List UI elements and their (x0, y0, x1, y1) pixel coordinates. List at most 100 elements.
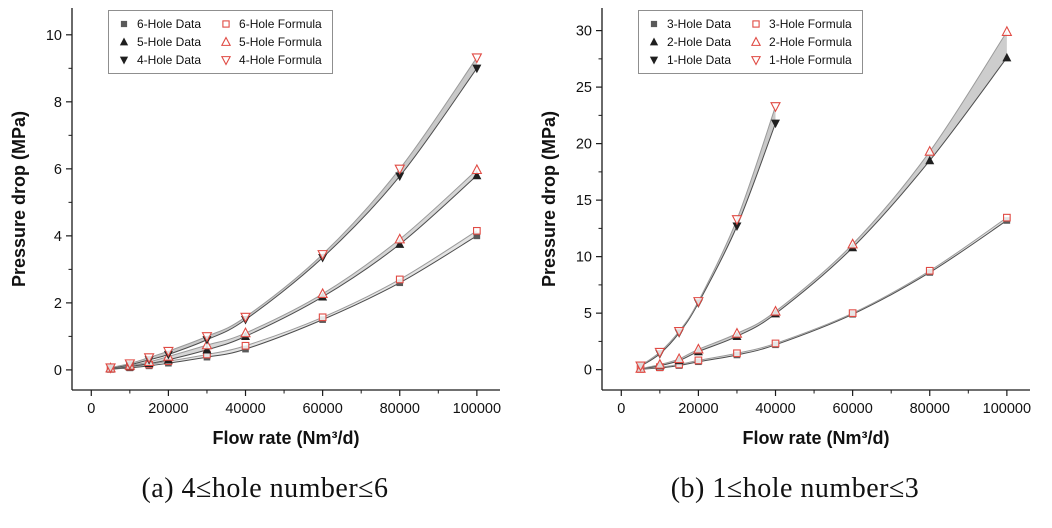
marker-triangle-up-open (847, 238, 859, 249)
legend-label: 3-Hole Data (667, 17, 732, 31)
caption-a: (a) 4≤hole number≤6 (141, 473, 389, 504)
triangle-down-open-legend-icon (220, 56, 232, 66)
marker-square-filled (650, 20, 658, 28)
series-line-3-Hole Formula (640, 217, 1008, 370)
marker-square-open (241, 341, 250, 350)
chart-b-legend: 3-Hole Data 3-Hole Formula 2-Hole Data 2-Ho… (638, 10, 863, 74)
band-0 (640, 217, 1007, 370)
y-tick-label: 10 (576, 250, 592, 266)
marker-triangle-down-open (105, 363, 116, 374)
x-tick-label: 60000 (832, 401, 872, 417)
marker-square-open (925, 266, 934, 275)
legend-item: 5-Hole Formula (219, 34, 322, 50)
marker-triangle-up-open (317, 287, 329, 299)
marker-triangle-up-filled (1002, 52, 1012, 62)
y-tick-label: 8 (54, 95, 62, 111)
marker-triangle-down-open (770, 102, 781, 113)
band-1 (640, 31, 1007, 369)
y-tick-label: 5 (584, 306, 592, 322)
series-line-1-Hole Data (640, 123, 776, 367)
legend-item: 3-Hole Formula (749, 16, 852, 32)
marker-triangle-down-open (124, 359, 136, 370)
marker-triangle-up-open (471, 163, 483, 175)
marker-square-open (1003, 213, 1011, 222)
legend-label: 5-Hole Data (137, 35, 202, 49)
marker-triangle-down-open (220, 56, 232, 66)
marker-triangle-up-open (220, 36, 232, 46)
x-tick-label: 20000 (148, 401, 188, 417)
marker-triangle-down-filled (472, 64, 482, 74)
marker-triangle-down-open (471, 53, 483, 64)
triangle-down-filled-legend-icon (649, 56, 659, 65)
marker-triangle-up-open (750, 36, 762, 46)
legend-item: 3-Hole Data (647, 16, 731, 32)
legend-item: 2-Hole Data (647, 34, 731, 50)
y-tick-label: 0 (584, 363, 592, 379)
marker-triangle-down-open (654, 347, 666, 359)
x-tick-label: 20000 (678, 401, 718, 417)
y-tick-label: 25 (576, 80, 592, 96)
y-tick-label: 10 (46, 28, 62, 44)
legend-label: 4-Hole Data (137, 53, 202, 67)
legend-label: 1-Hole Data (667, 53, 732, 67)
y-tick-label: 0 (54, 363, 62, 379)
legend-item: 6-Hole Formula (219, 16, 322, 32)
x-tick-label: 100000 (983, 401, 1031, 417)
legend-label: 5-Hole Formula (239, 35, 322, 49)
x-tick-label: 0 (617, 401, 625, 417)
legend-label: 3-Hole Formula (769, 17, 852, 31)
x-tick-label: 40000 (755, 401, 795, 417)
x-tick-label: 0 (87, 401, 95, 417)
legend-label: 2-Hole Formula (769, 35, 852, 49)
y-tick-label: 30 (576, 24, 592, 40)
series-line-6-Hole Data (110, 235, 478, 370)
marker-square-filled (120, 20, 128, 28)
square-filled-legend-icon (120, 20, 128, 28)
triangle-down-filled-legend-icon (119, 56, 129, 65)
chart-b-plot: 0 20000 40000 60000 80000 100000 0 5 10 15 20 25 30 F… (539, 8, 1031, 448)
marker-square-open (752, 20, 760, 28)
series-line-6-Hole Formula (110, 230, 478, 370)
series-line-4-Hole Data (110, 68, 478, 369)
plot-area (105, 53, 483, 374)
marker-triangle-down-open (201, 332, 213, 343)
x-tick-label: 100000 (453, 401, 501, 417)
marker-triangle-down-open (163, 346, 174, 358)
marker-triangle-up-open (394, 233, 406, 244)
x-tick-label: 80000 (910, 401, 950, 417)
panel-b: 0 20000 40000 60000 80000 100000 0 5 10 15 20 25 30 F… (538, 2, 1052, 505)
triangle-down-open-legend-icon (750, 56, 762, 66)
marker-triangle-up-filled (649, 37, 659, 46)
triangle-up-filled-legend-icon (649, 37, 659, 46)
chart-a-legend: 6-Hole Data 6-Hole Formula 5-Hole Data 5-Ho… (108, 10, 333, 74)
legend-label: 6-Hole Data (137, 17, 202, 31)
legend-item: 4-Hole Data (117, 52, 201, 68)
marker-triangle-up-open (673, 352, 685, 364)
marker-triangle-down-open (317, 250, 329, 261)
marker-square-open (694, 356, 703, 365)
marker-triangle-down-filled (771, 119, 780, 129)
square-open-legend-icon (752, 20, 760, 28)
legend-label: 1-Hole Formula (769, 53, 852, 67)
triangle-up-filled-legend-icon (119, 37, 129, 46)
marker-triangle-up-open (1001, 25, 1013, 36)
x-axis-label: Flow rate (Nm³/d) (213, 428, 360, 448)
y-axis-label: Pressure drop (MPa) (9, 111, 29, 287)
marker-triangle-up-filled (395, 239, 405, 248)
y-tick-label: 20 (576, 137, 592, 153)
marker-square-open (771, 339, 780, 348)
band-2 (110, 57, 477, 369)
marker-triangle-down-open (750, 56, 762, 66)
y-tick-label: 4 (54, 229, 62, 245)
marker-triangle-up-filled (119, 37, 129, 46)
marker-triangle-up-open (770, 305, 781, 316)
marker-triangle-down-filled (732, 222, 742, 231)
marker-square-open (318, 313, 327, 322)
series-line-3-Hole Data (640, 220, 1008, 370)
marker-square-open (395, 275, 404, 284)
x-tick-label: 80000 (380, 401, 420, 417)
marker-triangle-up-open (924, 145, 936, 156)
marker-triangle-down-open (240, 312, 251, 324)
marker-triangle-down-filled (649, 56, 659, 65)
marker-square-open (848, 309, 857, 317)
